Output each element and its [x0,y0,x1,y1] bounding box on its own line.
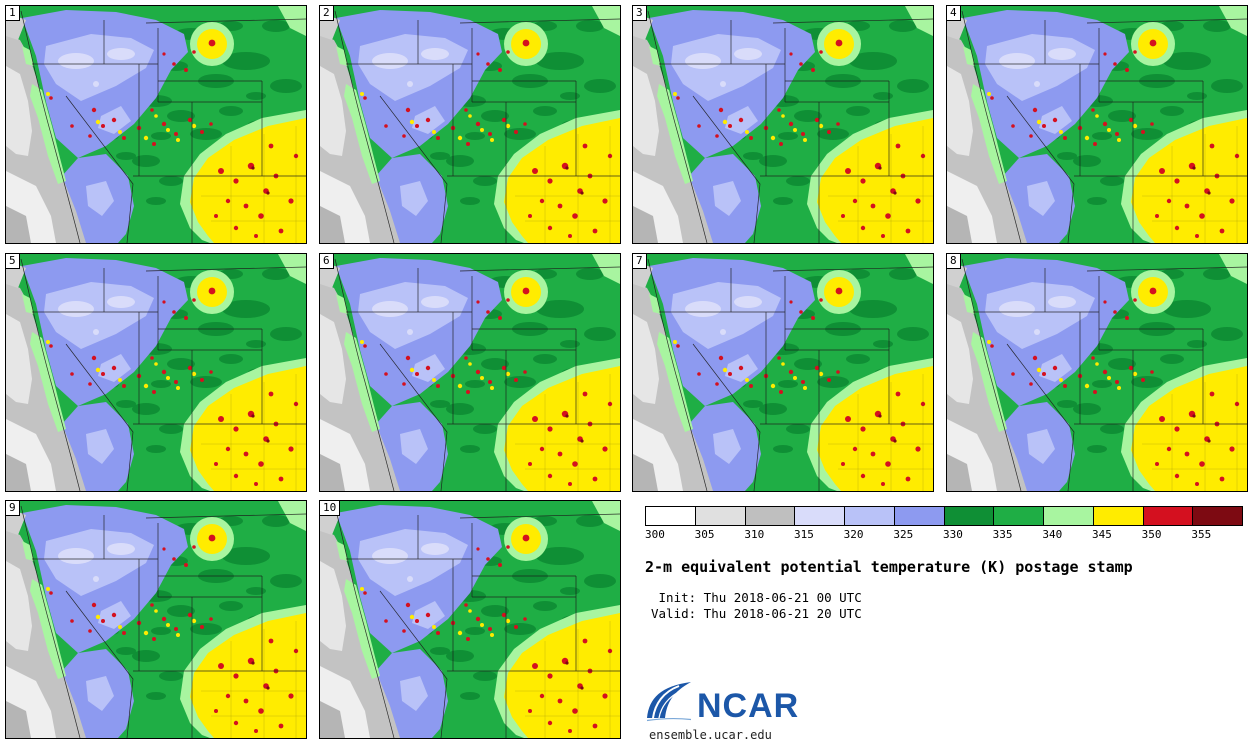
member-number: 5 [5,253,20,269]
colorbar-tick-label: 355 [1191,528,1212,541]
valid-time: Valid: Thu 2018-06-21 20 UTC [651,606,862,621]
colorbar-segment [795,507,845,525]
member-number: 3 [632,5,647,21]
ncar-wordmark: NCAR [697,686,800,725]
figure-title: 2-m equivalent potential temperature (K)… [645,558,1133,576]
colorbar-segment [695,507,746,525]
panel-10: 10 [319,500,621,739]
colorbar-segment [1044,507,1094,525]
colorbar-segment [745,507,796,525]
member-number: 9 [5,500,20,516]
member-number: 2 [319,5,334,21]
panel-2: 2 [319,5,621,244]
ncar-swoosh-icon [646,682,692,722]
panel-8: 8 [946,253,1248,492]
theta-e-map [633,254,933,491]
colorbar-ticks: 300 305 310 315 320 325 330 335 340 345 350 355 [645,528,1245,542]
colorbar-tick-label: 345 [1092,528,1112,541]
panel-6: 6 [319,253,621,492]
member-number: 8 [946,253,961,269]
colorbar-tick-label: 315 [794,528,814,541]
colorbar-tick-label: 305 [694,528,715,541]
colorbar-segment [944,507,995,525]
legend-block: 300 305 310 315 320 325 330 335 340 345 350 355 2-m… [645,500,1245,746]
theta-e-map [320,254,620,491]
colorbar-tick-label: 320 [843,528,864,541]
member-number: 10 [319,500,341,516]
member-number: 6 [319,253,334,269]
panel-7: 7 [632,253,934,492]
colorbar-segment [894,507,945,525]
panel-4: 4 [946,5,1248,244]
colorbar-segment [1093,507,1144,525]
theta-e-map [320,6,620,243]
colorbar-segment [994,507,1044,525]
theta-e-map [6,501,306,738]
colorbar-segment [1143,507,1194,525]
colorbar-tick-label: 310 [744,528,765,541]
theta-e-map [6,6,306,243]
theta-e-map [633,6,933,243]
colorbar-segment [646,507,696,525]
panel-3: 3 [632,5,934,244]
ncar-logo: NCAR [645,680,800,725]
panel-1: 1 [5,5,307,244]
theta-e-map [947,254,1247,491]
member-number: 1 [5,5,20,21]
theta-e-map [947,6,1247,243]
theta-e-map [6,254,306,491]
member-number: 7 [632,253,647,269]
site-url: ensemble.ucar.edu [649,728,772,742]
panel-9: 9 [5,500,307,739]
colorbar-segment [845,507,895,525]
colorbar-tick-label: 330 [943,528,963,541]
member-number: 4 [946,5,961,21]
theta-e-map [320,501,620,738]
colorbar [645,506,1243,526]
colorbar-tick-label: 340 [1042,528,1063,541]
colorbar-tick-label: 300 [645,528,665,541]
colorbar-segment [1193,507,1242,525]
colorbar-tick-label: 350 [1141,528,1162,541]
panel-5: 5 [5,253,307,492]
init-time: Init: Thu 2018-06-21 00 UTC [651,590,862,605]
colorbar-tick-label: 335 [992,528,1013,541]
colorbar-tick-label: 325 [893,528,914,541]
